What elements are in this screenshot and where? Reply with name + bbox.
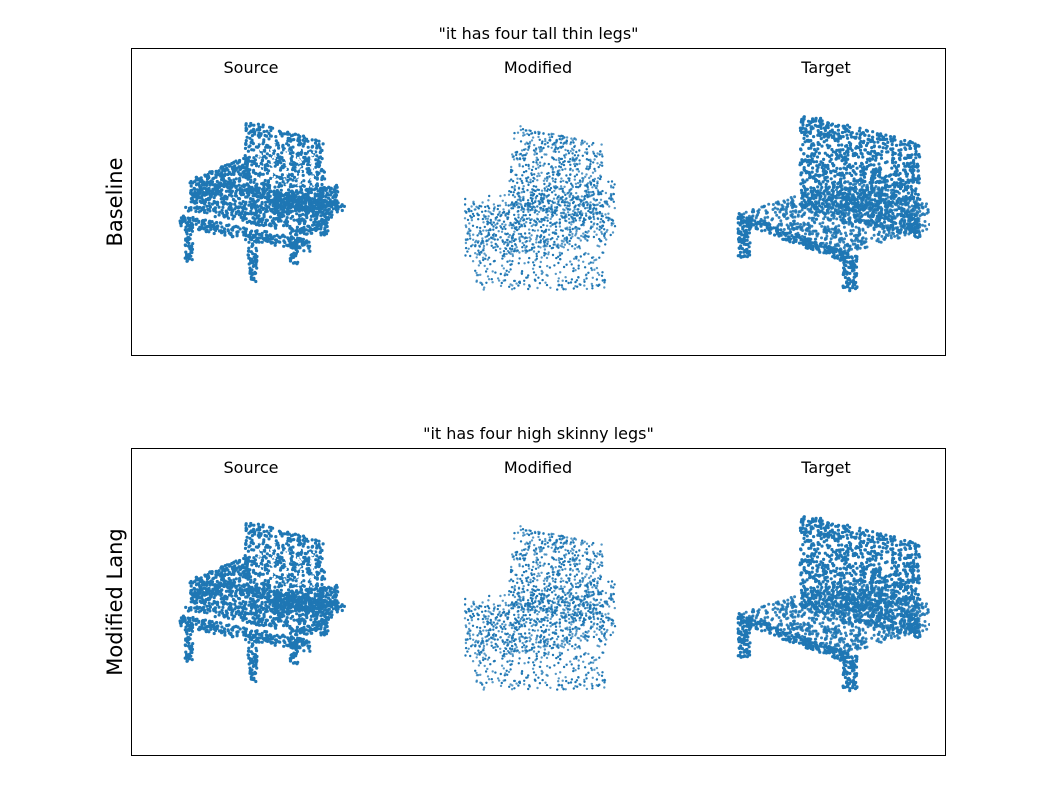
panel-1-frame <box>131 48 946 356</box>
col-label-source: Source <box>223 58 279 77</box>
row-label-modified-lang: Modified Lang <box>103 528 127 676</box>
point-cloud-modified-modified-lang <box>463 525 617 691</box>
col-label-modified: Modified <box>503 58 573 77</box>
point-cloud-modified-baseline <box>463 125 617 291</box>
col-label-target-2: Target <box>801 458 851 477</box>
point-cloud-source-modified-lang <box>178 521 346 684</box>
col-label-modified-2: Modified <box>503 458 573 477</box>
col-label-source-2: Source <box>223 458 279 477</box>
panel-2-frame <box>131 448 946 756</box>
point-cloud-source-baseline <box>178 121 346 284</box>
panel-1-title: "it has four tall thin legs" <box>438 24 639 43</box>
col-label-target: Target <box>801 58 851 77</box>
row-label-baseline: Baseline <box>103 157 127 247</box>
point-cloud-target-modified-lang <box>736 515 930 693</box>
panel-1-tick-top <box>131 82 137 83</box>
panel-2-title: "it has four high skinny legs" <box>423 424 654 443</box>
point-cloud-target-baseline <box>736 115 930 293</box>
